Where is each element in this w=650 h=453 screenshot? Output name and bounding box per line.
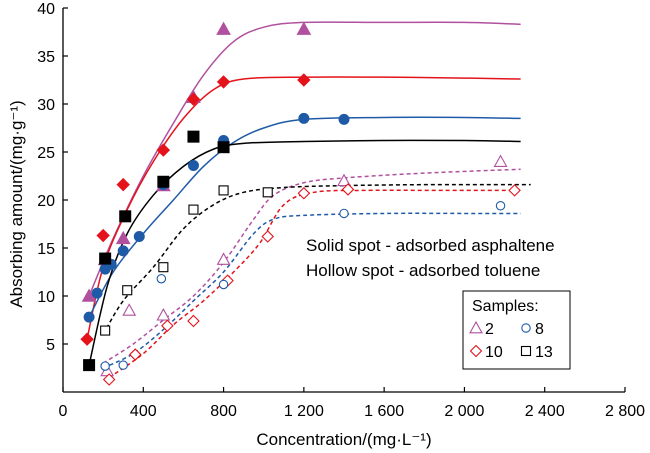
y-tick-label: 20 [37, 193, 55, 210]
x-tick-label: 800 [210, 403, 237, 420]
point-asphaltene-sample-10 [186, 92, 201, 106]
legend-marker-8 [521, 323, 531, 333]
legend: Samples: 2 8 10 13 [462, 290, 571, 370]
legend-label-8: 8 [535, 321, 544, 338]
y-tick-label: 25 [37, 145, 55, 162]
x-axis-ticks: 0 400 800 1 200 1 600 2 000 2 400 2 800 [59, 387, 645, 420]
legend-label-2: 2 [485, 321, 494, 338]
point-toluene-sample-8 [495, 201, 506, 211]
legend-marker-2 [469, 320, 483, 334]
x-tick-label: 2 800 [605, 403, 645, 420]
point-toluene-sample-10 [341, 183, 355, 196]
curve-asphaltene-sample-10 [86, 76, 521, 340]
y-tick-label: 15 [37, 241, 55, 258]
point-toluene-sample-13 [158, 262, 169, 273]
x-tick-label: 0 [59, 403, 68, 420]
point-asphaltene-sample-13 [217, 141, 230, 154]
point-toluene-sample-10 [128, 348, 142, 361]
point-toluene-sample-8 [156, 273, 167, 284]
point-toluene-sample-8 [118, 360, 128, 370]
y-tick-label: 40 [37, 1, 55, 18]
annotation-asphaltene: Solid spot - adsorbed asphaltene [306, 236, 555, 255]
x-axis-label: Concentration/(mg·L⁻¹) [256, 430, 431, 449]
point-toluene-sample-8 [339, 208, 349, 219]
point-toluene-sample-13 [218, 185, 229, 196]
point-asphaltene-sample-10 [116, 177, 130, 192]
point-toluene-sample-2 [122, 303, 137, 316]
y-axis-ticks: 5 10 15 20 25 30 35 40 [37, 1, 68, 354]
point-asphaltene-sample-10 [156, 143, 171, 157]
point-toluene-sample-10 [508, 184, 521, 197]
point-asphaltene-sample-8 [117, 245, 129, 257]
point-asphaltene-sample-10 [297, 73, 311, 87]
y-tick-label: 30 [37, 97, 55, 114]
point-asphaltene-sample-13 [83, 359, 96, 372]
curve-toluene-sample-10 [108, 189, 521, 379]
curve-toluene-sample-2 [102, 168, 521, 364]
point-toluene-sample-8 [100, 361, 110, 371]
point-asphaltene-sample-10 [96, 228, 110, 243]
legend-label-13: 13 [535, 344, 553, 361]
annotation-toluene: Hollow spot - adsorbed toluene [306, 261, 540, 280]
y-tick-label: 10 [37, 289, 55, 306]
x-tick-label: 1 200 [284, 403, 324, 420]
point-asphaltene-sample-8 [133, 230, 145, 242]
legend-label-10: 10 [485, 344, 503, 361]
legend-marker-13 [520, 345, 532, 357]
point-asphaltene-sample-13 [99, 252, 112, 265]
point-toluene-sample-10 [261, 230, 275, 243]
point-toluene-sample-10 [187, 314, 200, 328]
curve-toluene-sample-13 [102, 183, 531, 335]
legend-marker-10 [469, 344, 483, 358]
x-tick-label: 1 600 [364, 403, 404, 420]
point-asphaltene-sample-13 [119, 210, 132, 223]
point-asphaltene-sample-13 [187, 130, 200, 143]
point-asphaltene-sample-10 [216, 75, 231, 89]
point-toluene-sample-13 [122, 285, 133, 296]
x-tick-label: 400 [130, 403, 157, 420]
point-asphaltene-sample-10 [80, 332, 94, 346]
point-toluene-sample-13 [188, 204, 199, 215]
point-asphaltene-sample-2 [216, 21, 231, 35]
x-tick-label: 2 000 [444, 403, 484, 420]
data-markers [80, 21, 521, 386]
point-toluene-sample-8 [218, 279, 229, 290]
y-axis-label: Absorbing amount/(mg·g⁻¹) [7, 100, 26, 307]
point-asphaltene-sample-8 [187, 159, 199, 171]
point-asphaltene-sample-8 [83, 311, 95, 323]
point-toluene-sample-13 [262, 187, 273, 198]
x-tick-label: 2 400 [525, 403, 565, 420]
point-toluene-sample-2 [493, 154, 508, 167]
legend-title: Samples: [472, 298, 539, 315]
point-asphaltene-sample-8 [298, 112, 310, 124]
point-toluene-sample-10 [297, 187, 311, 200]
point-asphaltene-sample-2 [296, 21, 312, 35]
point-toluene-sample-2 [156, 308, 171, 321]
curve-toluene-sample-8 [102, 212, 521, 369]
point-toluene-sample-10 [161, 319, 174, 333]
point-asphaltene-sample-8 [338, 113, 350, 125]
y-tick-label: 5 [46, 337, 55, 354]
legend-entries: 2 8 10 13 [469, 320, 553, 361]
point-asphaltene-sample-13 [157, 175, 170, 188]
curve-asphaltene-sample-8 [88, 116, 521, 318]
point-asphaltene-sample-2 [115, 230, 131, 245]
point-asphaltene-sample-8 [91, 287, 103, 299]
point-toluene-sample-2 [337, 173, 351, 187]
point-toluene-sample-2 [216, 252, 231, 265]
point-toluene-sample-10 [102, 373, 116, 386]
point-toluene-sample-13 [100, 325, 111, 336]
y-tick-label: 35 [37, 49, 55, 66]
